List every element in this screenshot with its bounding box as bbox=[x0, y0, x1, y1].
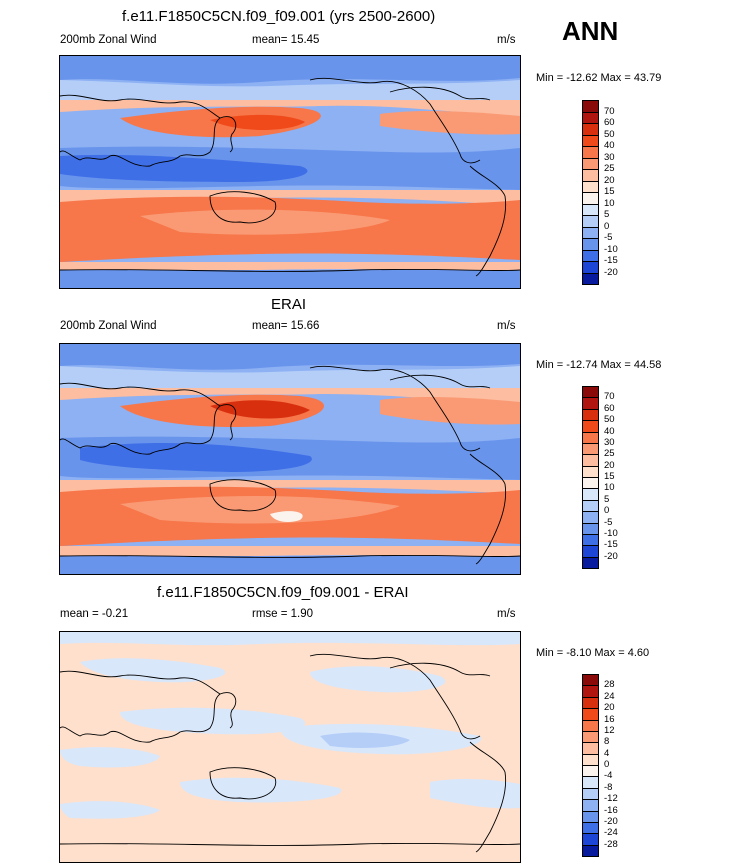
colorbar-tick-label: 15 bbox=[604, 471, 615, 482]
colorbar-tick-label: 4 bbox=[604, 747, 610, 759]
panel3-minmax: Min = -8.10 Max = 4.60 bbox=[536, 647, 650, 659]
colorbar-tick-label: 5 bbox=[604, 493, 610, 505]
colorbar-tick-label: 8 bbox=[604, 736, 610, 748]
panel1-mean-label: mean= 15.45 bbox=[252, 34, 320, 46]
colorbar-tick-label: 20 bbox=[604, 702, 615, 714]
colorbar-tick-label: 30 bbox=[604, 436, 615, 448]
colorbar-tick-label: 0 bbox=[604, 220, 610, 232]
panel3-mean-label: mean = -0.21 bbox=[60, 608, 129, 620]
colorbar-tick-label: -20 bbox=[604, 815, 618, 827]
colorbar-tick-label: 5 bbox=[604, 209, 610, 220]
panel1-map bbox=[59, 55, 521, 289]
panel3-rmse-label: rmse = 1.90 bbox=[252, 608, 314, 620]
colorbar-tick-label: -15 bbox=[604, 255, 618, 266]
colorbar-tick-label: -20 bbox=[604, 550, 618, 562]
colorbar-tick-label: 20 bbox=[604, 459, 615, 471]
panel1-variable-label: 200mb Zonal Wind bbox=[60, 34, 157, 46]
colorbar-tick-label: -24 bbox=[604, 827, 618, 839]
colorbar-tick-label: -5 bbox=[604, 516, 613, 528]
panel2-minmax: Min = -12.74 Max = 44.58 bbox=[536, 359, 662, 371]
panel3-units: m/s bbox=[497, 608, 516, 620]
colorbar-tick-label: 15 bbox=[604, 186, 615, 197]
colorbar-tick-label: 40 bbox=[604, 425, 615, 437]
panel1-minmax: Min = -12.62 Max = 43.79 bbox=[536, 72, 662, 84]
colorbar-tick-label: 28 bbox=[604, 679, 615, 691]
colorbar-swatch bbox=[582, 272, 599, 285]
colorbar-tick-label: -28 bbox=[604, 838, 618, 850]
panel2-colorbar: 70 60 50 40 30 25 20 15 10 5 0 -5 -10 -15 -20 bbox=[582, 386, 642, 569]
panel1-colorbar: 70 60 50 40 30 25 20 15 10 5 0 -5 -10 -15 -20 bbox=[582, 100, 642, 285]
colorbar-tick-label: 20 bbox=[604, 174, 615, 186]
figure-title: f.e11.F1850C5CN.f09_f09.001 (yrs 2500-26… bbox=[122, 8, 436, 25]
colorbar-tick-label: 60 bbox=[604, 402, 615, 414]
colorbar-tick-label: 50 bbox=[604, 128, 615, 140]
colorbar-tick-label: 10 bbox=[604, 197, 615, 209]
colorbar-tick-label: 0 bbox=[604, 505, 610, 517]
colorbar-tick-label: 30 bbox=[604, 151, 615, 163]
panel3-map bbox=[59, 631, 521, 863]
colorbar-tick-label: 10 bbox=[604, 482, 615, 494]
colorbar-tick-label: 12 bbox=[604, 724, 615, 736]
colorbar-tick-label: 25 bbox=[604, 448, 615, 460]
colorbar-swatch bbox=[582, 844, 599, 857]
colorbar-tick-label: 0 bbox=[604, 759, 610, 770]
panel2-title: ERAI bbox=[271, 296, 307, 313]
colorbar-tick-label: 16 bbox=[604, 713, 615, 725]
colorbar-tick-label: 70 bbox=[604, 105, 615, 117]
colorbar-tick-label: -12 bbox=[604, 793, 618, 805]
panel1-units: m/s bbox=[497, 34, 516, 46]
colorbar-swatch bbox=[582, 556, 599, 569]
colorbar-tick-label: 24 bbox=[604, 690, 615, 702]
colorbar-tick-label: 70 bbox=[604, 391, 615, 403]
colorbar-tick-label: -10 bbox=[604, 527, 618, 539]
panel2-variable-label: 200mb Zonal Wind bbox=[60, 320, 157, 332]
colorbar-tick-label: 25 bbox=[604, 163, 615, 174]
colorbar-tick-label: -4 bbox=[604, 770, 613, 782]
panel3-title: f.e11.F1850C5CN.f09_f09.001 - ERAI bbox=[157, 584, 409, 601]
panel2-units: m/s bbox=[497, 320, 516, 332]
colorbar-tick-label: 40 bbox=[604, 140, 615, 151]
colorbar-tick-label: -15 bbox=[604, 539, 618, 551]
colorbar-tick-label: -20 bbox=[604, 266, 618, 278]
colorbar-tick-label: -5 bbox=[604, 232, 613, 243]
panel3-colorbar: 28 24 20 16 12 8 4 0 -4 -8 -12 -16 -20 -24 -28 bbox=[582, 674, 642, 857]
season-label: ANN bbox=[562, 16, 619, 46]
panel2-map bbox=[59, 343, 521, 575]
colorbar-tick-label: -8 bbox=[604, 781, 613, 793]
colorbar-tick-label: 60 bbox=[604, 117, 615, 128]
panel2-mean-label: mean= 15.66 bbox=[252, 320, 320, 332]
colorbar-tick-label: -10 bbox=[604, 243, 618, 255]
colorbar-tick-label: -16 bbox=[604, 804, 618, 816]
colorbar-tick-label: 50 bbox=[604, 414, 615, 426]
